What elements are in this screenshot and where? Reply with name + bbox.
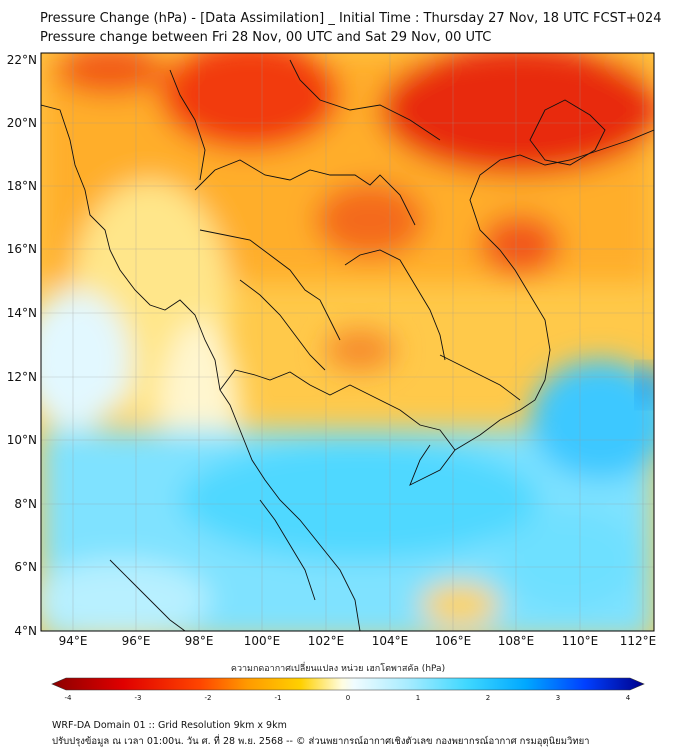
- lon-label: 94°E: [59, 634, 88, 648]
- colorbar-tick: -2: [205, 694, 212, 700]
- coastlines-and-borders: [41, 59, 654, 631]
- footer-update-credit: ปรับปรุงข้อมูล ณ เวลา 01:00น. วัน ศ. ที่…: [52, 736, 590, 747]
- map-title: Pressure Change (hPa) - [Data Assimilati…: [40, 11, 662, 26]
- lon-label: 108°E: [498, 634, 535, 648]
- lat-label: 20°N: [7, 116, 37, 130]
- colorbar-tick: 1: [416, 694, 420, 700]
- lon-label: 102°E: [308, 634, 345, 648]
- lat-label: 8°N: [14, 497, 37, 511]
- colorbar-tick: -1: [275, 694, 282, 700]
- colorbar-tick: -4: [65, 694, 73, 700]
- lon-label: 104°E: [372, 634, 409, 648]
- colorbar-tick: 3: [556, 694, 560, 700]
- map-frame: [40, 52, 655, 632]
- colorbar-tick: 0: [346, 694, 350, 700]
- lon-label: 100°E: [244, 634, 281, 648]
- lon-label: 106°E: [435, 634, 472, 648]
- longitude-labels: 94°E 96°E 98°E 100°E 102°E 104°E 106°E 1…: [59, 634, 657, 648]
- lat-label: 22°N: [7, 53, 37, 67]
- lon-label: 110°E: [562, 634, 599, 648]
- lon-label: 96°E: [122, 634, 151, 648]
- lat-label: 4°N: [14, 624, 37, 638]
- lat-label: 18°N: [7, 179, 37, 193]
- map-subtitle: Pressure change between Fri 28 Nov, 00 U…: [40, 30, 492, 45]
- pressure-field: [41, 53, 654, 631]
- lon-label: 112°E: [620, 634, 657, 648]
- latitude-labels: 22°N 20°N 18°N 16°N 14°N 12°N 10°N 8°N 6…: [7, 53, 37, 638]
- lat-label: 14°N: [7, 306, 37, 320]
- colorbar: -4 -3 -2 -1 0 1 2 3 4: [51, 677, 645, 700]
- colorbar-tick: 4: [626, 694, 631, 700]
- footer-model-info: WRF-DA Domain 01 :: Grid Resolution 9km …: [52, 720, 287, 731]
- graticule: [41, 53, 654, 631]
- lat-label: 6°N: [14, 560, 37, 574]
- lon-label: 98°E: [185, 634, 214, 648]
- lat-label: 12°N: [7, 370, 37, 384]
- colorbar-label: ความกดอากาศเปลี่ยนแปลง หน่วย เฮกโตพาสคัล…: [230, 664, 446, 674]
- lat-label: 16°N: [7, 242, 37, 256]
- colorbar-tick: -3: [135, 694, 142, 700]
- pressure-change-map: 22°N 20°N 18°N 16°N 14°N 12°N 10°N 8°N 6…: [7, 52, 657, 700]
- lat-label: 10°N: [7, 433, 37, 447]
- colorbar-tick: 2: [486, 694, 490, 700]
